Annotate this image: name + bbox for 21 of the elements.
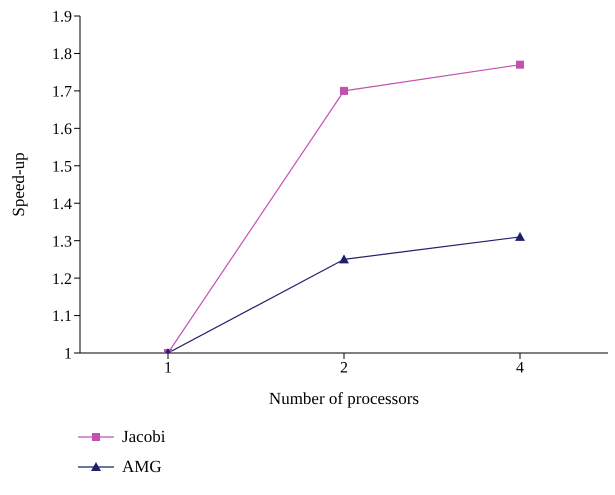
y-tick-label: 1 xyxy=(64,346,72,363)
y-tick-label: 1.6 xyxy=(52,121,72,138)
x-tick-label: 4 xyxy=(516,359,524,376)
y-tick-label: 1.8 xyxy=(52,46,72,64)
point xyxy=(339,254,349,264)
point xyxy=(515,232,525,241)
x-axis-title: Number of processors xyxy=(268,389,420,408)
point xyxy=(516,60,524,69)
legend-label: Jacobi xyxy=(122,427,166,447)
y-tick-label: 1.5 xyxy=(52,158,72,176)
y-tick-label: 1.7 xyxy=(52,84,72,101)
y-tick-label: 1.1 xyxy=(52,308,72,326)
y-tick-label: 1.3 xyxy=(52,233,72,250)
legend-label: AMG xyxy=(122,457,162,477)
y-axis-title: Speed-up xyxy=(9,152,28,217)
y-tick-label: 1.2 xyxy=(52,270,72,288)
y-tick-label: 1.9 xyxy=(52,8,72,26)
point xyxy=(340,86,348,95)
x-tick-label: 2 xyxy=(340,359,348,376)
x-tick-label: 1 xyxy=(164,359,172,376)
y-tick-label: 1.4 xyxy=(52,196,72,213)
